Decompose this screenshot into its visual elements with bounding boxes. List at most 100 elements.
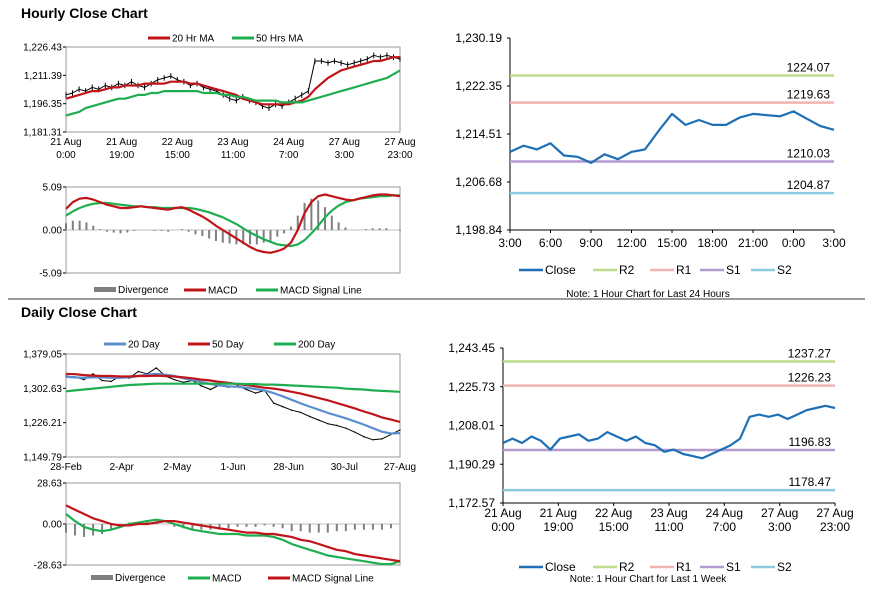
close-line xyxy=(509,110,835,164)
y-tick-label: 1,214.51 xyxy=(455,127,502,141)
legend-macd-signal-label: MACD Signal Line xyxy=(292,574,374,585)
x-tick-label: 23:00 xyxy=(820,520,850,534)
x-tick-label: 22 Aug xyxy=(595,506,632,520)
legend-20-day-label: 20 Day xyxy=(128,340,160,351)
close-line xyxy=(502,404,836,460)
macd-line xyxy=(65,193,401,254)
20-hr-ma-line xyxy=(65,56,400,106)
legend-s2-label: S2 xyxy=(777,263,792,277)
legend-r2-label: R2 xyxy=(619,560,635,574)
200-day-line xyxy=(65,382,401,393)
y-tick-label: 1,190.29 xyxy=(448,457,495,471)
x-tick-label: 11:00 xyxy=(654,520,683,534)
x-tick-label: 24 Aug xyxy=(706,506,743,520)
x-tick-label: 3:00 xyxy=(822,236,846,250)
x-tick-label: 28-Feb xyxy=(50,462,82,473)
y-tick-label: 1,230.19 xyxy=(455,31,502,45)
y-tick-label: 1,243.45 xyxy=(448,341,495,355)
x-tick-label: 23 Aug xyxy=(217,137,248,148)
x-tick-label: 7:00 xyxy=(279,150,299,161)
macd-signal-line xyxy=(65,194,400,248)
y-tick-label: 5.09 xyxy=(43,183,63,194)
y-tick-label: 1,181.31 xyxy=(23,128,62,139)
legend-20hr-ma-label: 20 Hr MA xyxy=(172,34,215,45)
x-tick-label: 27-Aug xyxy=(384,462,416,473)
legend-macd-signal-label: MACD Signal Line xyxy=(280,286,362,297)
y-tick-label: -5.09 xyxy=(39,269,62,280)
y-tick-label: 1,208.01 xyxy=(448,419,495,433)
level-s1-label: 1196.83 xyxy=(789,435,832,449)
x-tick-label: 19:00 xyxy=(543,520,573,534)
level-r2-label: 1237.27 xyxy=(788,347,832,361)
x-tick-label: 3:00 xyxy=(335,150,355,161)
x-tick-label: 27 Aug xyxy=(816,506,853,520)
x-tick-label: 27 Aug xyxy=(761,506,798,520)
chart-note: Note: 1 Hour Chart for Last 24 Hours xyxy=(566,289,729,300)
x-tick-label: 0:00 xyxy=(56,150,76,161)
level-r1-label: 1226.23 xyxy=(788,371,832,385)
x-tick-label: 28-Jun xyxy=(273,462,304,473)
y-tick-label: 0.00 xyxy=(43,520,63,531)
y-tick-label: 1,211.39 xyxy=(24,71,63,82)
x-tick-label: 0:00 xyxy=(782,236,806,250)
x-tick-label: 21:00 xyxy=(738,236,768,250)
50-hrs-ma-line xyxy=(65,69,401,117)
x-tick-label: 12:00 xyxy=(616,236,646,250)
legend-r2-label: R2 xyxy=(619,263,635,277)
x-tick-label: 3:00 xyxy=(768,520,792,534)
x-tick-label: 30-Jul xyxy=(331,462,358,473)
x-tick-label: 2-Apr xyxy=(109,462,134,473)
x-tick-label: 11:00 xyxy=(221,150,246,161)
y-tick-label: 1,302.63 xyxy=(23,384,62,395)
level-s2-label: 1204.87 xyxy=(787,178,831,192)
x-tick-label: 7:00 xyxy=(713,520,737,534)
y-tick-label: 1,196.35 xyxy=(23,99,62,110)
legend-s2-label: S2 xyxy=(777,560,792,574)
y-tick-label: 1,226.43 xyxy=(23,43,62,54)
daily-section-title: Daily Close Chart xyxy=(21,304,137,320)
chart-note: Note: 1 Hour Chart for Last 1 Week xyxy=(570,574,728,585)
legend-macd-label: MACD xyxy=(212,574,241,585)
x-tick-label: 15:00 xyxy=(657,236,687,250)
x-tick-label: 6:00 xyxy=(539,236,563,250)
legend-close-label: Close xyxy=(545,560,576,574)
y-tick-label: 1,206.68 xyxy=(455,175,502,189)
x-tick-label: 21 Aug xyxy=(106,137,137,148)
legend-50hrs-ma-label: 50 Hrs MA xyxy=(256,34,304,45)
legend-s1-label: S1 xyxy=(726,263,741,277)
x-tick-label: 19:00 xyxy=(109,150,134,161)
hourly-section-title: Hourly Close Chart xyxy=(21,5,148,21)
level-s1-label: 1210.03 xyxy=(787,146,831,160)
legend-200-day-label: 200 Day xyxy=(298,340,335,351)
x-tick-label: 23 Aug xyxy=(650,506,687,520)
x-tick-label: 18:00 xyxy=(697,236,727,250)
x-tick-label: 21 Aug xyxy=(484,506,521,520)
level-s2-label: 1178.47 xyxy=(789,475,832,489)
y-tick-label: 1,172.57 xyxy=(448,496,495,510)
legend-divergence-label: Divergence xyxy=(115,573,166,584)
level-r1-label: 1219.63 xyxy=(787,88,831,102)
x-tick-label: 2-May xyxy=(163,462,191,473)
x-tick-label: 23:00 xyxy=(387,150,412,161)
daily-price-frame xyxy=(65,353,401,458)
x-tick-label: 24 Aug xyxy=(273,137,304,148)
y-tick-label: 1,226.21 xyxy=(23,418,62,429)
y-tick-label: 1,225.73 xyxy=(448,380,495,394)
x-tick-label: 21 Aug xyxy=(50,137,81,148)
legend-divergence-swatch xyxy=(94,287,116,292)
y-tick-label: 1,379.05 xyxy=(23,350,62,361)
legend-macd-label: MACD xyxy=(208,286,237,297)
y-tick-label: 0.00 xyxy=(43,226,63,237)
y-tick-label: 1,149.79 xyxy=(23,453,62,464)
x-tick-label: 27 Aug xyxy=(329,137,360,148)
20-day-line xyxy=(65,372,401,435)
legend-r1-label: R1 xyxy=(676,263,692,277)
legend-divergence-swatch xyxy=(91,575,113,580)
legend-divergence-label: Divergence xyxy=(118,285,169,296)
y-tick-label: 28.63 xyxy=(37,479,62,490)
